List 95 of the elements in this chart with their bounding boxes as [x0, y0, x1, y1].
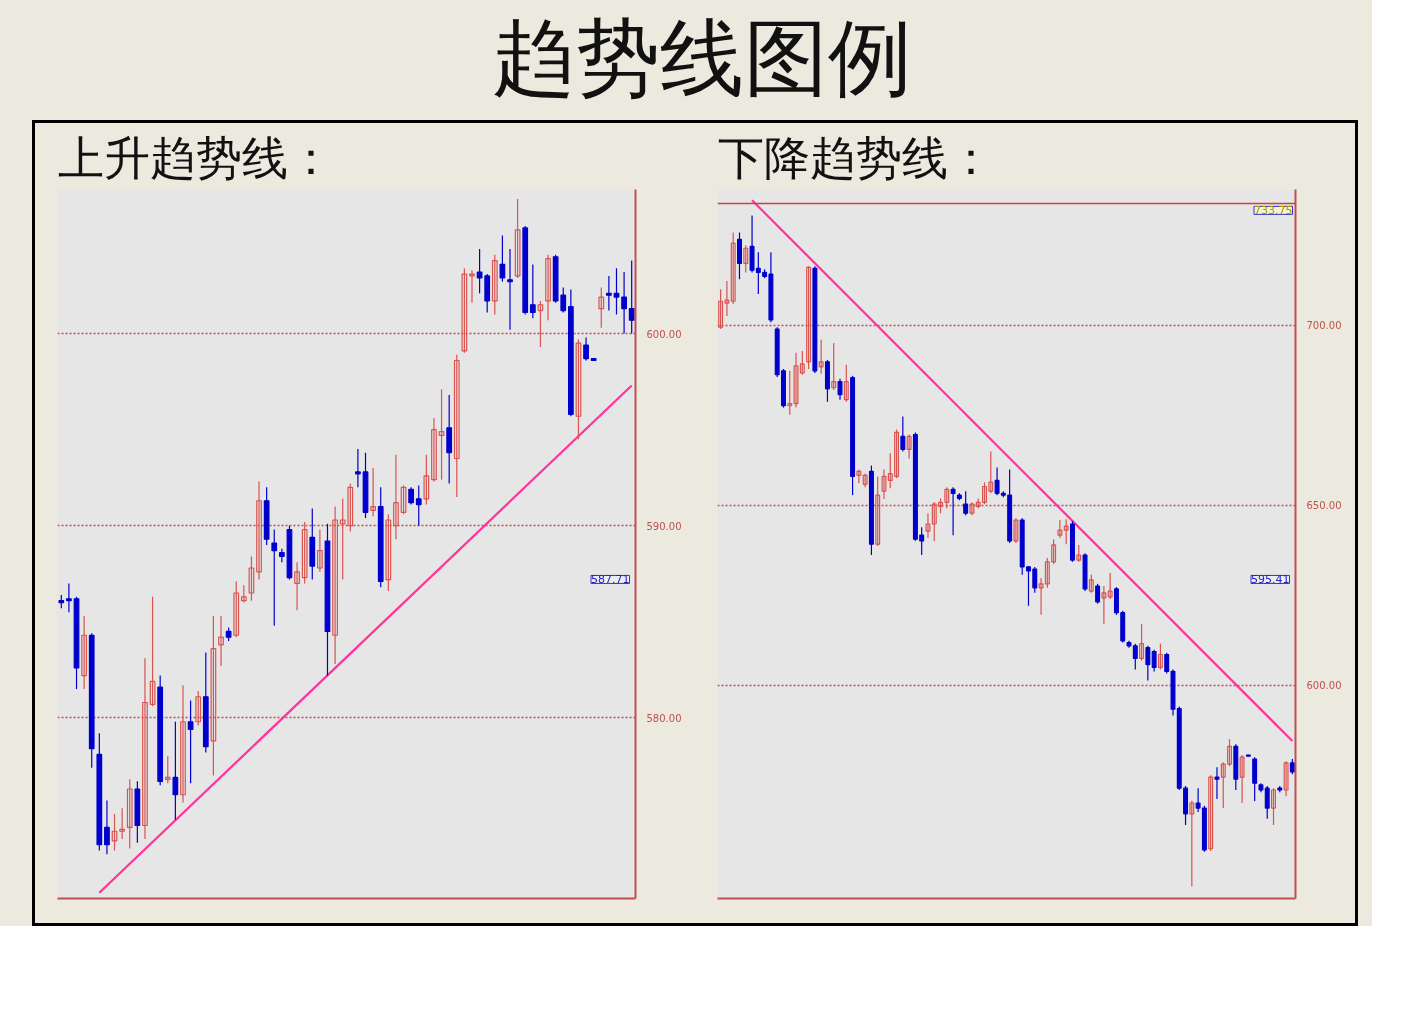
y-tick-label: 600.00: [646, 328, 682, 340]
candlestick: [1283, 760, 1289, 797]
candlestick: [370, 467, 376, 517]
candlestick: [81, 615, 87, 690]
candlestick: [1145, 645, 1151, 682]
candlestick: [66, 582, 72, 613]
candlestick: [545, 254, 551, 321]
candlestick: [621, 271, 627, 335]
candlestick: [491, 254, 498, 315]
candlestick: [862, 472, 868, 488]
candlestick: [218, 615, 224, 667]
candlestick: [294, 561, 300, 611]
candlestick: [461, 267, 468, 354]
candlestick: [385, 513, 392, 592]
candlestick: [142, 657, 148, 840]
candlestick: [507, 248, 513, 331]
candlestick: [1057, 519, 1063, 539]
candlestick: [806, 265, 812, 370]
candlestick: [256, 480, 262, 581]
y-tick-label: 700.00: [1306, 320, 1342, 332]
candlestick: [575, 338, 582, 440]
chart-title: 趋势线图例: [492, 8, 912, 109]
candlestick: [400, 484, 407, 515]
candlestick: [1139, 623, 1145, 662]
candlestick: [537, 300, 544, 348]
candlestick: [906, 434, 912, 459]
candlestick: [210, 615, 217, 777]
candlestick: [963, 490, 969, 516]
candlestick: [431, 417, 437, 483]
candlestick: [1189, 800, 1195, 888]
candlestick: [1239, 754, 1245, 804]
candlestick: [111, 813, 118, 852]
candlestick: [1271, 787, 1276, 826]
candlestick: [837, 378, 843, 401]
candlestick: [1088, 574, 1094, 594]
candlestick: [393, 454, 399, 540]
candlestick: [278, 548, 285, 563]
candlestick: [583, 336, 589, 362]
candlestick: [1101, 585, 1107, 625]
candlestick: [180, 684, 186, 804]
candlestick: [1013, 517, 1019, 544]
candlestick: [499, 235, 506, 283]
candlestick: [423, 454, 430, 506]
candlestick: [317, 528, 323, 573]
candlestick: [355, 448, 361, 488]
candlestick: [950, 486, 956, 536]
candlestick: [301, 521, 308, 584]
candlestick: [332, 505, 338, 665]
candlestick: [248, 555, 255, 602]
candlestick: [514, 198, 521, 279]
candlestick: [1264, 785, 1270, 820]
candlestick: [1157, 643, 1163, 671]
candlestick: [172, 721, 179, 821]
y-tick-label: 600.00: [1306, 680, 1342, 692]
candlestick: [149, 596, 156, 707]
candlestick: [529, 263, 536, 319]
annotation: 587.71: [591, 573, 630, 587]
candlestick: [415, 484, 422, 527]
candlestick: [1063, 518, 1069, 545]
candlestick: [628, 259, 635, 335]
candlestick: [453, 354, 460, 498]
candlestick: [187, 699, 194, 784]
y-tick-label: 590.00: [646, 520, 682, 532]
candlestick: [1038, 577, 1044, 616]
y-tick-label: 650.00: [1306, 500, 1342, 512]
candlestick: [606, 275, 612, 312]
candlestick: [126, 778, 133, 850]
candlestick: [469, 269, 475, 304]
ref-line-label: 733.75: [1254, 204, 1293, 218]
candlestick: [195, 690, 202, 727]
candlestick: [856, 468, 862, 484]
candlestick: [1095, 583, 1101, 605]
candlestick: [164, 755, 171, 784]
candlestick: [1107, 572, 1113, 600]
candlestick: [1151, 649, 1157, 673]
chart-subtitle: 下降趋势线：: [717, 130, 994, 185]
candlestick: [104, 799, 110, 855]
y-tick-label: 580.00: [646, 712, 682, 724]
candlestick: [233, 580, 240, 638]
annotation: 595.41: [1251, 573, 1290, 587]
candlestick: [271, 528, 278, 627]
candlestick: [969, 501, 975, 516]
chart-subtitle: 上升趋势线：: [57, 130, 334, 185]
candlestick: [1214, 766, 1220, 800]
candlestick: [831, 342, 837, 391]
candlestick: [875, 475, 881, 547]
candlestick: [598, 286, 605, 329]
candlestick: [743, 244, 749, 273]
candlestick: [818, 339, 824, 375]
candlestick: [730, 231, 736, 305]
candlestick: [843, 364, 849, 403]
candlestick: [994, 466, 1000, 496]
candlestick: [900, 415, 906, 453]
candlestick: [119, 807, 126, 840]
candlestick: [1208, 774, 1214, 852]
